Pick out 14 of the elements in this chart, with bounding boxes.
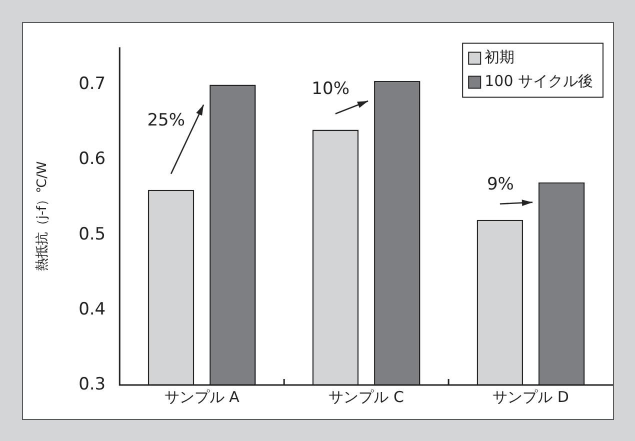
annotation: 10% [312,78,350,99]
x-tick-label: サンプル D [492,388,569,406]
y-tick-label: 0.7 [78,74,106,94]
x-tick-label: サンプル C [328,388,404,406]
x-tick-label: サンプル A [164,388,240,406]
y-axis-title: 熱抵抗（j-f）℃/W [35,161,50,271]
y-tick-label: 0.6 [78,149,106,170]
legend-label: 100 サイクル後 [484,72,594,90]
y-tick-label: 0.3 [78,374,106,394]
annotation: 25% [147,110,186,131]
annotation: 9% [486,174,514,195]
y-tick-label: 0.5 [78,224,106,244]
legend-label: 初期 [484,48,515,66]
y-tick-label: 0.4 [78,299,106,320]
